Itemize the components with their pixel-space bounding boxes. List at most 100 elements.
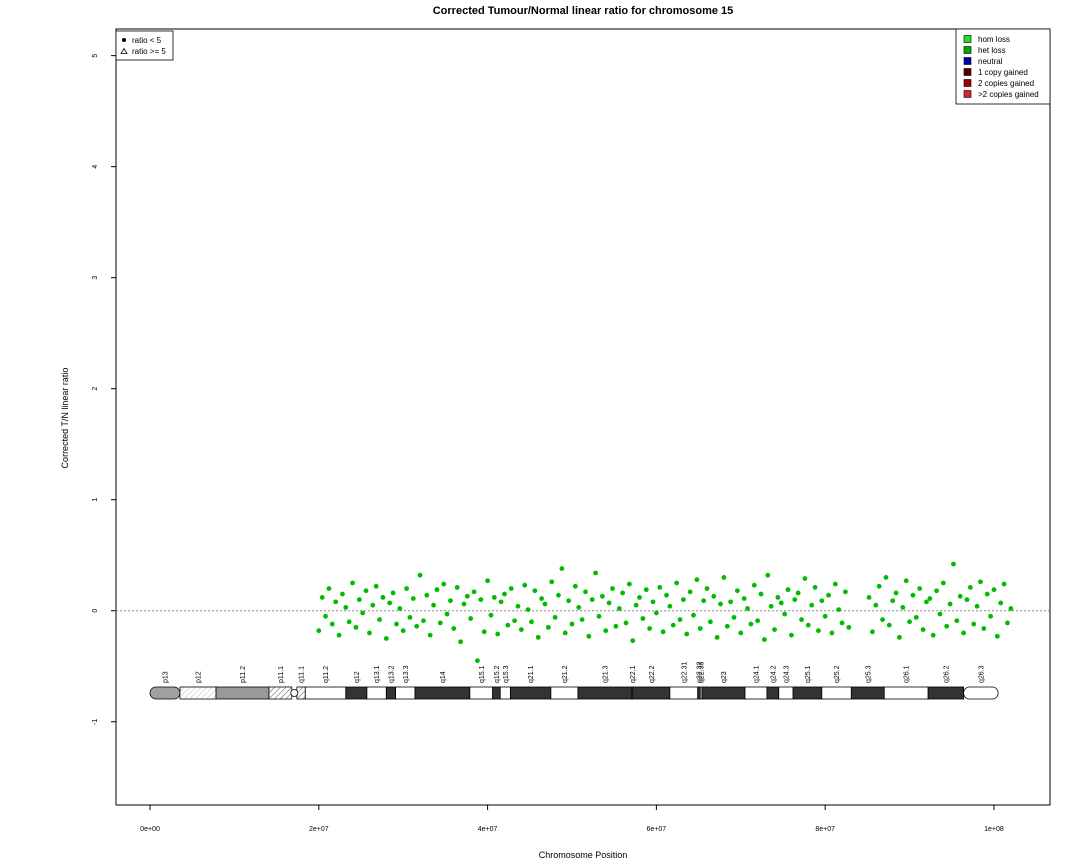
data-point (755, 618, 761, 624)
data-point (417, 572, 423, 578)
data-point (890, 598, 896, 604)
data-point (434, 587, 440, 593)
band-label: q26.1 (904, 665, 911, 683)
chromosome-band (850, 686, 885, 700)
chromosome-band (792, 686, 823, 700)
data-point (319, 595, 325, 600)
chromosome-band (509, 686, 552, 700)
data-point (515, 603, 521, 609)
data-point (606, 600, 612, 606)
data-point (940, 580, 946, 586)
band-label: q22.33 (699, 661, 706, 683)
x-tick-label: 2e+07 (309, 826, 329, 833)
data-point (961, 630, 966, 636)
data-point (792, 597, 798, 603)
data-point (812, 585, 818, 590)
data-point (680, 597, 686, 603)
band-label: q22.1 (630, 665, 637, 683)
data-point (535, 634, 541, 640)
data-point (444, 611, 450, 617)
legend-label: 2 copies gained (978, 79, 1034, 88)
x-axis-label: Chromosome Position (539, 850, 628, 860)
data-point (718, 601, 723, 607)
data-point (343, 604, 349, 610)
data-point (475, 658, 480, 664)
data-point (826, 592, 831, 598)
data-point (542, 601, 548, 607)
chromosome-band (469, 686, 494, 700)
data-point (924, 599, 929, 605)
data-point (735, 588, 740, 594)
data-point (424, 592, 430, 598)
data-point (785, 587, 791, 593)
data-point (799, 617, 804, 623)
data-point (394, 621, 399, 627)
data-point (502, 591, 507, 597)
data-point (886, 622, 892, 628)
data-point (589, 597, 595, 603)
data-point (951, 561, 956, 567)
data-point (751, 582, 757, 588)
band-label: q15.2 (494, 665, 501, 683)
band-label: p12 (195, 671, 202, 683)
data-point (741, 596, 747, 601)
data-point (380, 595, 386, 600)
y-tick-label: 4 (92, 165, 99, 169)
data-point (1008, 606, 1014, 611)
data-point (653, 610, 659, 616)
data-point (623, 620, 629, 626)
data-point (660, 629, 666, 635)
data-point (897, 634, 902, 640)
symbol-legend-box (115, 30, 174, 61)
data-point (512, 618, 517, 624)
data-point (738, 630, 744, 636)
data-point (988, 613, 993, 619)
data-point (832, 581, 838, 587)
band-hatch (179, 687, 217, 699)
data-point (350, 580, 355, 586)
data-point (626, 581, 632, 587)
data-point (866, 595, 872, 600)
data-point (765, 572, 771, 578)
data-point (667, 603, 673, 609)
data-point (691, 612, 696, 618)
band-label: q13.1 (374, 665, 381, 683)
band-label: q15.3 (503, 665, 510, 683)
data-point (458, 639, 463, 645)
data-point (775, 595, 781, 600)
data-point (687, 589, 693, 595)
data-point (569, 621, 575, 627)
data-point (346, 619, 352, 625)
data-point (525, 607, 531, 613)
data-point (468, 616, 474, 621)
legend-swatch (963, 57, 972, 65)
data-point (677, 617, 683, 623)
data-point (971, 621, 977, 627)
data-point (478, 597, 484, 603)
data-point (387, 600, 393, 606)
legend-label: neutral (978, 57, 1003, 66)
data-point (697, 626, 703, 631)
y-tick-label: 1 (92, 498, 99, 502)
y-tick-label: 0 (92, 609, 99, 613)
band-label: q26.3 (978, 665, 985, 683)
y-tick-label: 3 (92, 276, 99, 280)
data-point (920, 627, 926, 632)
y-axis-label: Corrected T/N linear ratio (60, 368, 70, 469)
data-point (356, 597, 362, 603)
band-label: q21.2 (562, 665, 569, 683)
data-point (822, 613, 828, 619)
data-point (599, 593, 605, 599)
data-point (556, 592, 561, 598)
x-tick-label: 8e+07 (815, 826, 835, 833)
data-point (552, 614, 558, 620)
data-point (508, 586, 514, 591)
legend-swatch (963, 35, 972, 43)
data-point (603, 628, 609, 634)
chromosome-band (414, 686, 471, 700)
data-point (481, 629, 487, 635)
chromosome-band (215, 686, 270, 700)
band-label: q11.1 (299, 666, 306, 683)
data-point (846, 624, 852, 630)
